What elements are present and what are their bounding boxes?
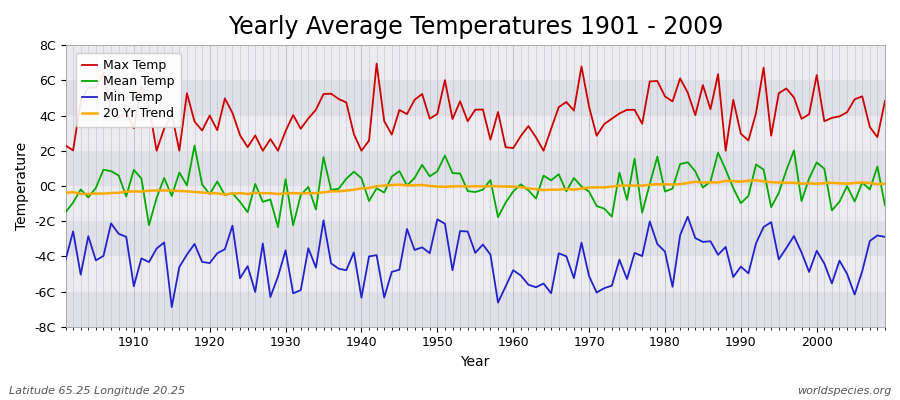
Min Temp [166,305,177,310]
Line: Max Temp: Max Temp [66,64,885,151]
20 Yr Trend [879,181,890,186]
Mean Temp [60,210,71,215]
Mean Temp [348,169,359,174]
Line: Mean Temp: Mean Temp [66,146,885,227]
20 Yr Trend [60,190,71,195]
Max Temp [614,111,625,116]
20 Yr Trend [341,188,352,193]
Bar [66,221,885,256]
Max Temp [60,143,71,148]
Min Temp [607,283,617,288]
Mean Temp [523,188,534,193]
Title: Yearly Average Temperatures 1901 - 2009: Yearly Average Temperatures 1901 - 2009 [228,15,723,39]
Min Temp [879,234,890,239]
Min Temp [60,258,71,262]
Mean Temp [614,170,625,175]
Text: worldspecies.org: worldspecies.org [796,386,891,396]
Max Temp [523,124,534,128]
Max Temp [341,100,352,105]
Mean Temp [273,225,284,230]
20 Yr Trend [751,178,761,183]
Max Temp [516,134,526,138]
Mean Temp [189,143,200,148]
Bar [66,116,885,151]
Bar [66,186,885,221]
Min Temp [516,273,526,278]
Bar [66,45,885,80]
Max Temp [151,148,162,153]
20 Yr Trend [295,191,306,196]
Min Temp [121,234,131,239]
Bar [66,151,885,186]
Bar [66,80,885,116]
Y-axis label: Temperature: Temperature [15,142,29,230]
Min Temp [508,268,518,272]
Max Temp [295,126,306,131]
20 Yr Trend [121,189,131,194]
Min Temp [295,288,306,293]
Min Temp [682,214,693,219]
Bar [66,256,885,292]
20 Yr Trend [220,192,230,197]
20 Yr Trend [607,184,617,189]
Mean Temp [516,182,526,187]
Max Temp [371,61,382,66]
Max Temp [879,98,890,103]
Min Temp [341,268,352,273]
Line: 20 Yr Trend: 20 Yr Trend [66,180,885,194]
20 Yr Trend [516,185,526,190]
Mean Temp [121,194,131,199]
Max Temp [121,111,131,116]
Mean Temp [879,203,890,208]
Mean Temp [303,184,314,189]
X-axis label: Year: Year [461,355,490,369]
Text: Latitude 65.25 Longitude 20.25: Latitude 65.25 Longitude 20.25 [9,386,185,396]
Bar [66,292,885,327]
Line: Min Temp: Min Temp [66,217,885,307]
Legend: Max Temp, Mean Temp, Min Temp, 20 Yr Trend: Max Temp, Mean Temp, Min Temp, 20 Yr Tre… [76,53,181,127]
20 Yr Trend [508,184,518,189]
